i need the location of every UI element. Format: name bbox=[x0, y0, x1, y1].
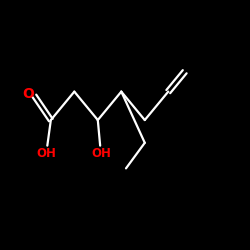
Text: OH: OH bbox=[92, 146, 111, 160]
Text: OH: OH bbox=[36, 146, 56, 160]
Text: O: O bbox=[22, 88, 34, 102]
